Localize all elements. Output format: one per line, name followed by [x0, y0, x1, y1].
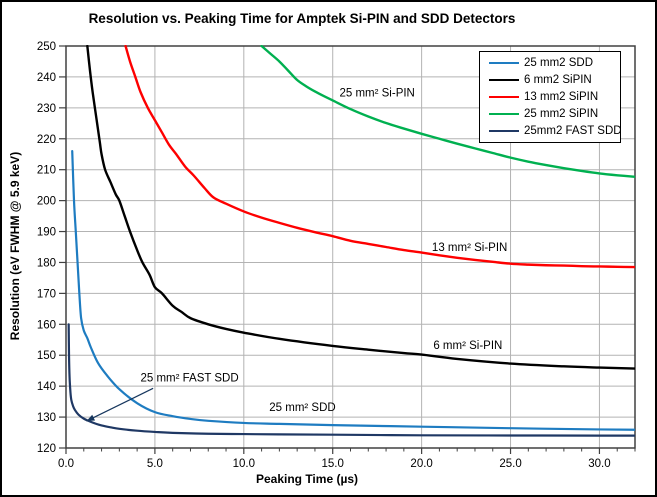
legend-item: 25 mm2 SiPIN [489, 106, 616, 122]
annotation-label: 25 mm² Si-PIN [339, 87, 414, 99]
annotation-label: 6 mm² Si-PIN [433, 340, 502, 352]
y-tick-label: 200 [37, 196, 56, 208]
y-tick-label: 170 [37, 288, 56, 300]
annotation-arrow-head [86, 414, 96, 422]
y-tick-label: 190 [37, 227, 56, 239]
legend-item: 25 mm2 SDD [489, 55, 616, 71]
y-tick-label: 120 [37, 443, 56, 455]
y-tick-label: 230 [37, 103, 56, 115]
legend-swatch-line [489, 129, 519, 132]
y-tick-label: 180 [37, 257, 56, 269]
legend-swatch-line [489, 95, 519, 98]
annotation-label: 25 mm² FAST SDD [140, 372, 238, 384]
y-tick-label: 220 [37, 134, 56, 146]
x-tick-label: 0.0 [58, 458, 74, 470]
annotation-label: 13 mm² Si-PIN [432, 242, 507, 254]
legend-label: 13 mm2 SiPIN [524, 90, 599, 103]
y-tick-label: 240 [37, 72, 56, 84]
legend: 25 mm2 SDD 6 mm2 SiPIN 13 mm2 SiPIN 25 mm2 … [479, 51, 622, 143]
series-curve-13-mm2-sipin [124, 45, 635, 269]
series-curve-6-mm2-sipin [86, 45, 635, 370]
y-tick-label: 160 [37, 319, 56, 331]
legend-label: 6 mm2 SiPIN [524, 74, 592, 87]
legend-label: 25 mm2 SDD [524, 57, 594, 70]
legend-item: 6 mm2 SiPIN [489, 72, 616, 88]
x-tick-label: 10.0 [233, 458, 255, 470]
legend-swatch-line [489, 112, 519, 115]
x-tick-label: 20.0 [410, 458, 432, 470]
y-axis-title: Resolution (eV FWHM @ 5.9 keV) [8, 151, 22, 341]
legend-item: 25mm2 FAST SDD [489, 123, 622, 139]
y-tick-label: 210 [37, 165, 56, 177]
y-tick-label: 130 [37, 412, 56, 424]
legend-label: 25mm2 FAST SDD [524, 124, 622, 137]
series-curve-25-mm2-sdd [71, 150, 635, 431]
legend-label: 25 mm2 SiPIN [524, 107, 599, 120]
legend-swatch-line [489, 62, 519, 65]
legend-item: 13 mm2 SiPIN [489, 89, 616, 105]
annotation-label: 25 mm² SDD [269, 402, 335, 414]
annotation-arrow-line [86, 387, 154, 422]
legend-swatch-line [489, 79, 519, 82]
y-tick-label: 150 [37, 350, 56, 362]
series-curve-25mm2-fast-sdd [67, 323, 635, 437]
x-tick-label: 30.0 [588, 458, 610, 470]
y-tick-label: 140 [37, 381, 56, 393]
x-tick-label: 5.0 [147, 458, 163, 470]
x-axis-title: Peaking Time (µs) [255, 472, 359, 486]
chart-title: Resolution vs. Peaking Time for Amptek S… [88, 11, 516, 26]
series-curve-25-mm2-sipin [260, 45, 635, 179]
x-tick-label: 15.0 [322, 458, 344, 470]
x-tick-label: 25.0 [499, 458, 521, 470]
y-tick-label: 250 [37, 41, 56, 53]
